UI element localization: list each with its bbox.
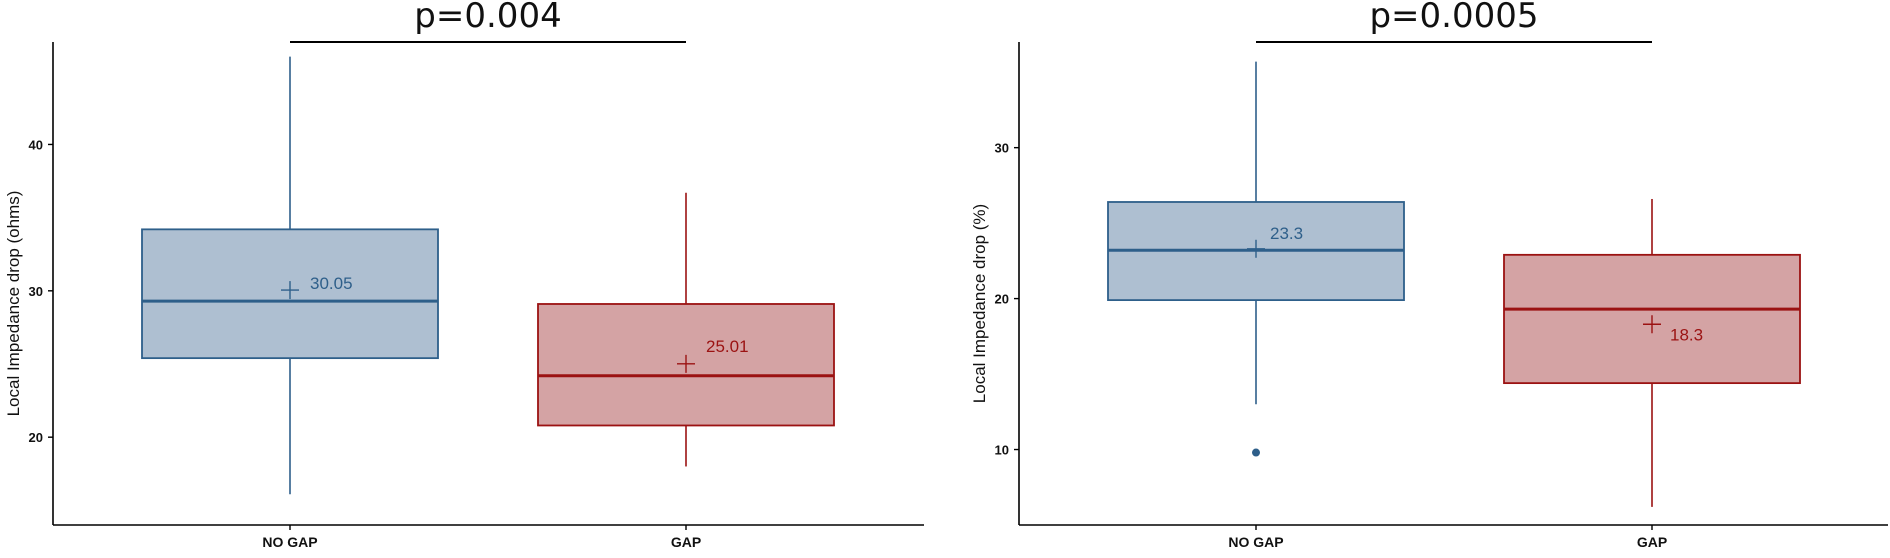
y-axis-label: Local Impedance drop (ohms): [4, 191, 23, 417]
box-no-gap: 23.3: [1107, 61, 1405, 457]
mean-label: 25.01: [706, 337, 749, 356]
x-tick-label: GAP: [671, 534, 701, 550]
chart-panel-ohms: 20 30 40 Local Impedance drop (ohms) NO GAP G…: [4, 0, 924, 550]
p-value-label: p=0.004: [414, 0, 561, 36]
mean-label: 23.3: [1270, 224, 1303, 243]
box-no-gap: 30.05: [141, 56, 439, 495]
mean-label: 30.05: [310, 274, 353, 293]
box-gap: 25.01: [537, 192, 835, 467]
y-tick-label: 10: [995, 443, 1009, 458]
y-tick-label: 20: [995, 292, 1009, 307]
y-tick-label: 30: [995, 141, 1009, 156]
y-axis-label: Local Impedance drop (%): [970, 204, 989, 403]
chart-panel-percent: 10 20 30 Local Impedance drop (%) NO GAP GAP 2…: [970, 0, 1888, 550]
y-tick-label: 40: [29, 137, 43, 152]
y-tick-label: 20: [29, 430, 43, 445]
x-tick-label: NO GAP: [1228, 534, 1283, 550]
outlier-point: [1252, 448, 1260, 457]
box-gap: 18.3: [1503, 198, 1801, 507]
x-tick-label: NO GAP: [262, 534, 317, 550]
mean-label: 18.3: [1670, 325, 1703, 344]
iqr-box: [141, 228, 439, 360]
y-tick-label: 30: [29, 284, 43, 299]
p-value-label: p=0.0005: [1369, 0, 1538, 36]
x-tick-label: GAP: [1637, 534, 1667, 550]
